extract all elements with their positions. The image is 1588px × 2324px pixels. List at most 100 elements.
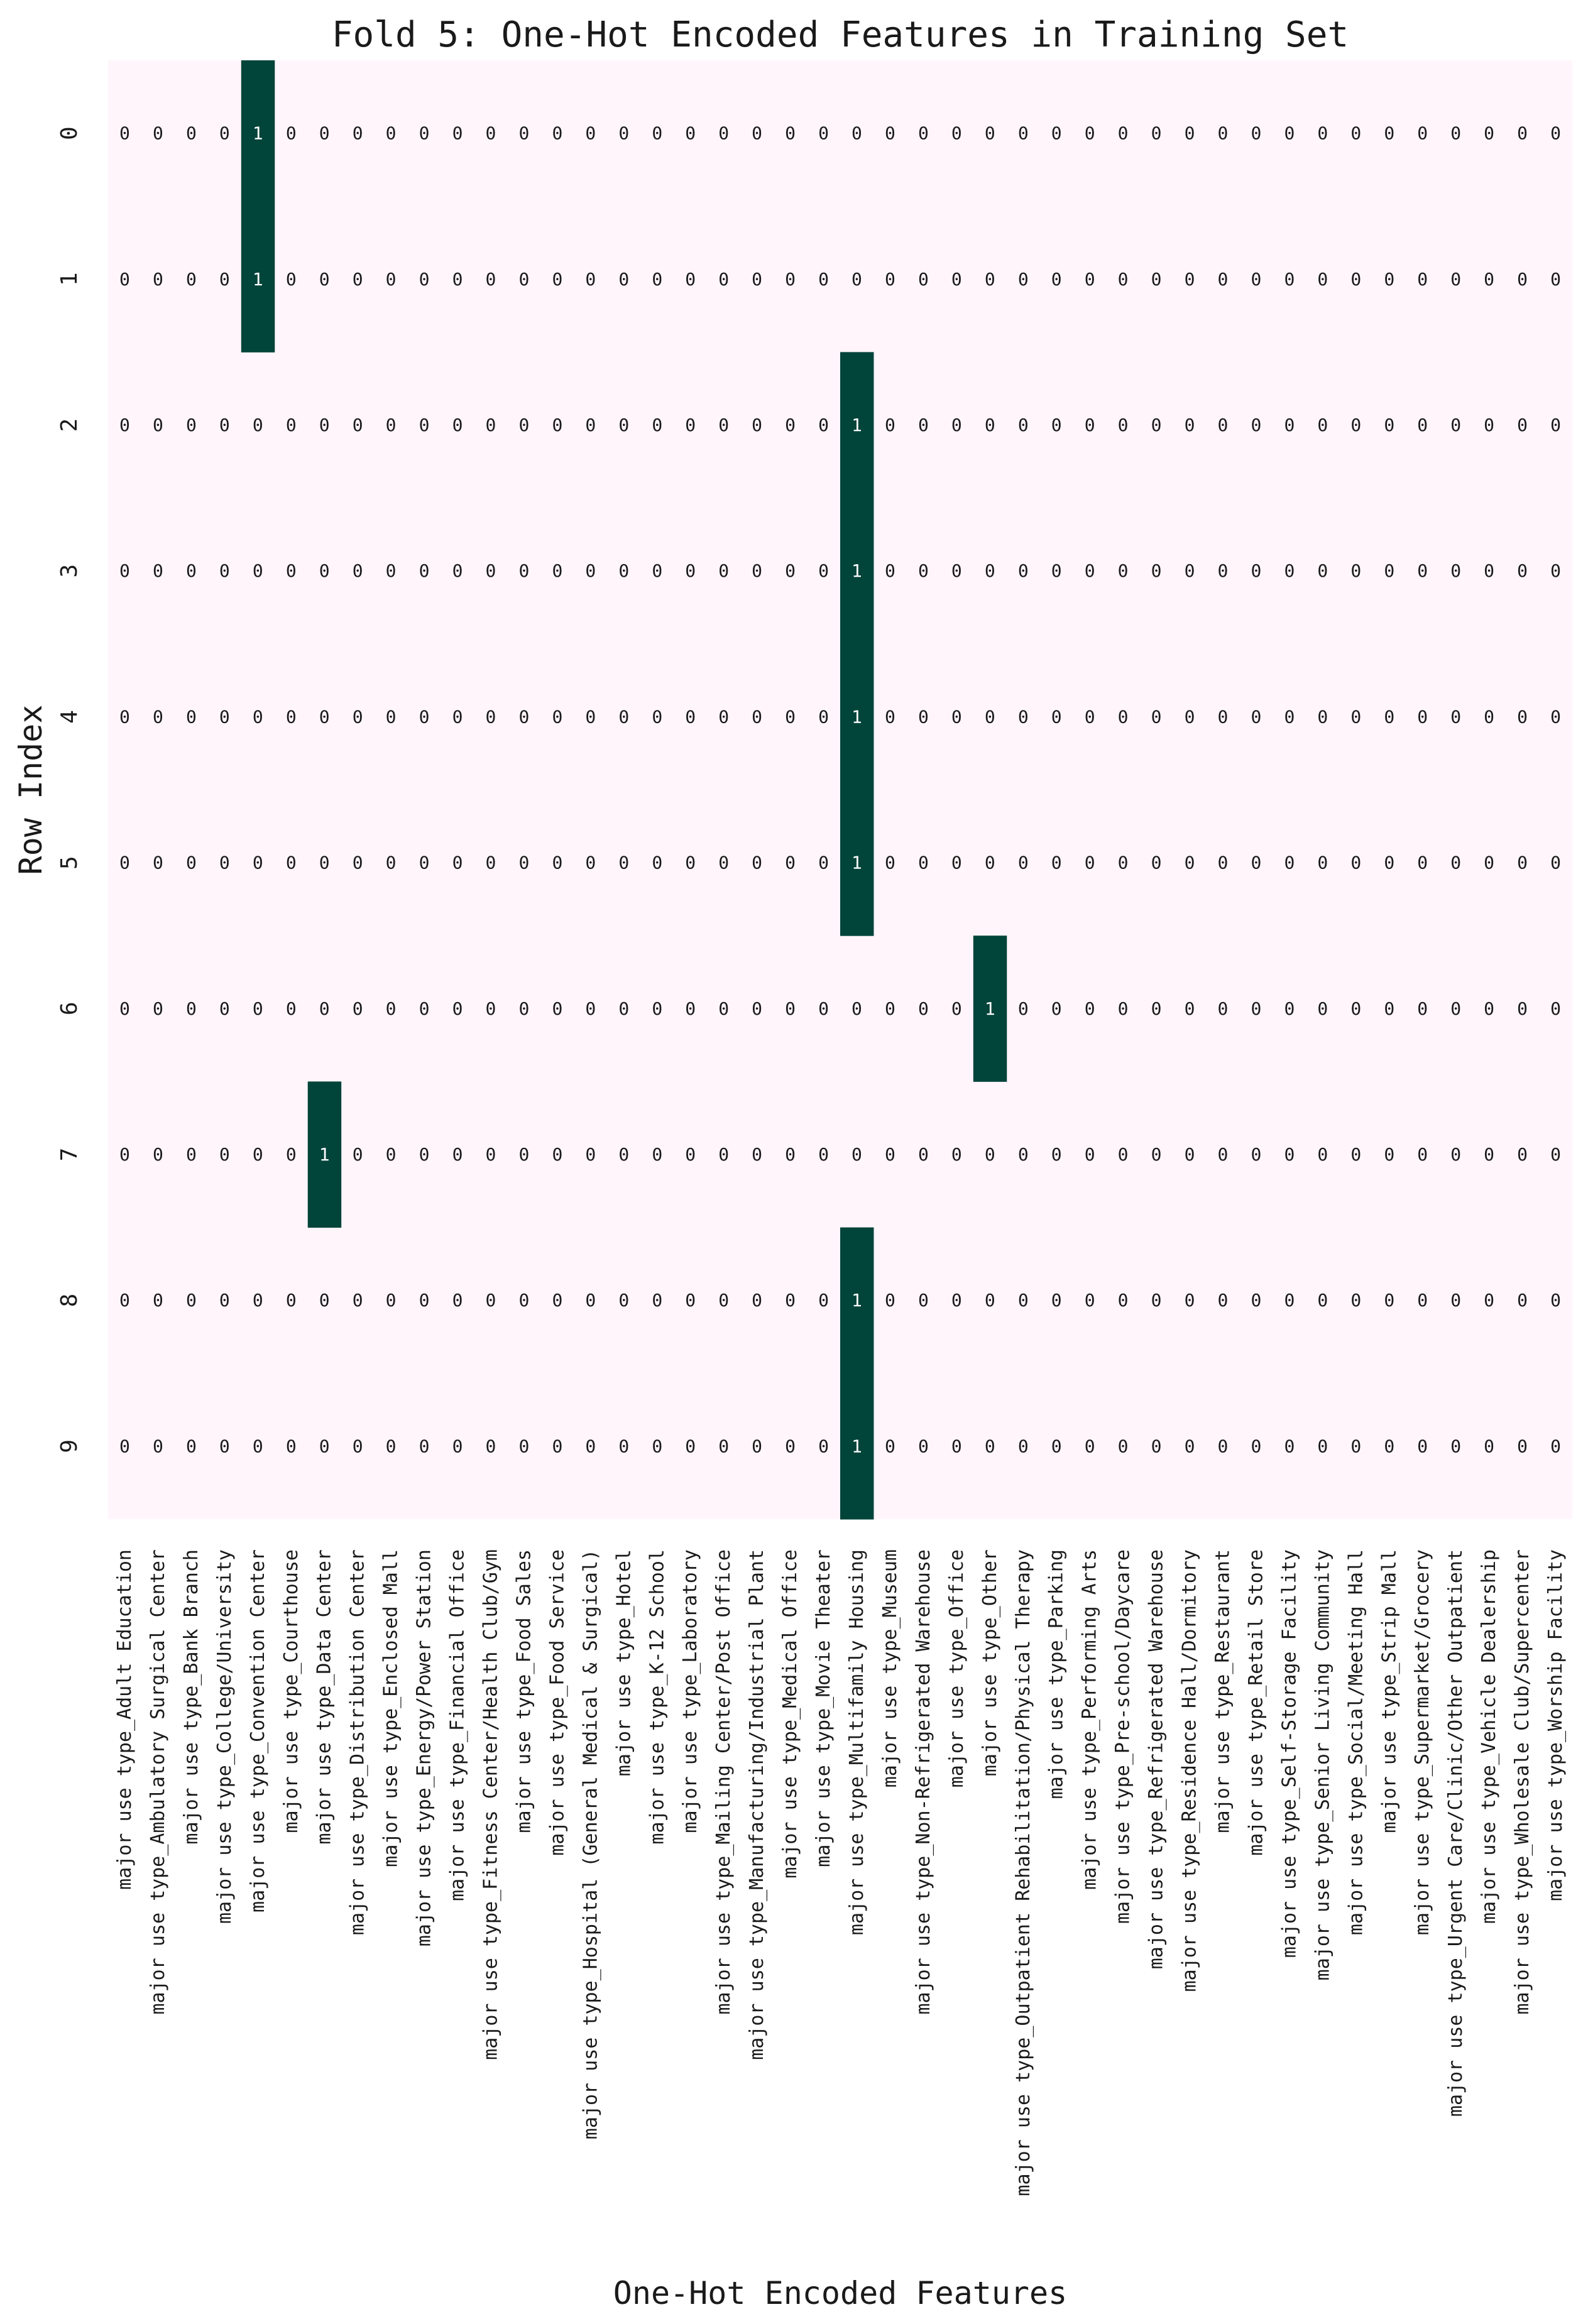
cell-value-label: 0: [253, 1144, 263, 1165]
heatmap-cell-one: [241, 60, 275, 207]
cell-value-label: 0: [652, 123, 662, 144]
x-tick-label: major use type_Refrigerated Warehouse: [1146, 1549, 1168, 1969]
cell-value-label: 0: [286, 1290, 297, 1311]
cell-value-label: 0: [1484, 998, 1494, 1019]
cell-value-label: 0: [186, 269, 197, 290]
y-tick-label: 3: [57, 564, 82, 578]
cell-value-label: 0: [119, 1144, 130, 1165]
cell-value-label: 0: [1384, 853, 1394, 873]
cell-value-label: 0: [452, 706, 463, 727]
y-tick-label: 6: [57, 1001, 82, 1015]
cell-value-label: 0: [1517, 269, 1528, 290]
cell-value-label: 0: [353, 269, 363, 290]
cell-value-label: 0: [1284, 415, 1295, 435]
cell-value-label: 0: [1151, 998, 1162, 1019]
cell-value-label: 0: [1118, 1436, 1129, 1456]
cell-value-label: 0: [552, 1290, 562, 1311]
cell-value-label: 0: [1185, 560, 1195, 581]
cell-value-label: 0: [219, 269, 230, 290]
cell-value-label: 0: [219, 1144, 230, 1165]
cell-value-label: 0: [153, 706, 163, 727]
cell-value-label: 0: [618, 706, 629, 727]
cell-value-label: 0: [253, 1436, 263, 1456]
cell-value-label: 0: [985, 1290, 995, 1311]
cell-value-label: 0: [1185, 1436, 1195, 1456]
cell-value-label: 0: [1085, 998, 1095, 1019]
cell-value-label: 0: [1384, 1144, 1394, 1165]
cell-value-label: 0: [1517, 123, 1528, 144]
y-tick-label: 5: [57, 856, 82, 870]
cell-value-label: 0: [419, 269, 430, 290]
cell-value-label: 0: [119, 998, 130, 1019]
cell-value-label: 0: [1118, 853, 1129, 873]
x-tick-label: major use type_Energy/Power Station: [413, 1549, 435, 1946]
cell-value-label: 0: [685, 123, 696, 144]
cell-value-label: 0: [785, 123, 796, 144]
cell-value-label: 0: [1284, 998, 1295, 1019]
cell-value-label: 0: [286, 269, 297, 290]
cell-value-label: 0: [419, 853, 430, 873]
cell-value-label: 0: [1118, 998, 1129, 1019]
cell-value-label: 0: [219, 1436, 230, 1456]
cell-value-label: 0: [1085, 415, 1095, 435]
x-tick-label: major use type_Non-Refrigerated Warehous…: [912, 1549, 934, 2015]
cell-value-label: 0: [286, 706, 297, 727]
cell-value-label: 0: [1251, 853, 1262, 873]
cell-value-label: 0: [353, 706, 363, 727]
cell-value-label: 0: [1018, 853, 1029, 873]
cell-value-label: 0: [186, 706, 197, 727]
x-tick-label: major use type_Hotel: [613, 1549, 635, 1776]
cell-value-label: 0: [119, 1290, 130, 1311]
cell-value-label: 0: [386, 1436, 397, 1456]
cell-value-label: 0: [918, 415, 929, 435]
cell-value-label: 0: [918, 123, 929, 144]
y-tick-label: 7: [57, 1148, 82, 1162]
cell-value-label: 0: [286, 998, 297, 1019]
cell-value-label: 0: [1118, 269, 1129, 290]
cell-value-label: 0: [752, 415, 762, 435]
cell-value-label: 0: [253, 706, 263, 727]
cell-value-label: 0: [985, 853, 995, 873]
cell-value-label: 0: [452, 123, 463, 144]
cell-value-label: 0: [1350, 998, 1361, 1019]
cell-value-label: 0: [486, 560, 496, 581]
y-tick-label: 1: [57, 272, 82, 286]
cell-value-label: 0: [618, 1290, 629, 1311]
cell-value-label: 0: [1317, 123, 1328, 144]
cell-value-label: 0: [153, 998, 163, 1019]
cell-value-label: 0: [785, 998, 796, 1019]
cell-value-label: 0: [386, 706, 397, 727]
cell-value-label: 0: [386, 853, 397, 873]
cell-value-label: 0: [752, 123, 762, 144]
cell-value-label: 0: [718, 706, 729, 727]
cell-value-label: 0: [818, 269, 829, 290]
x-tick-label: major use type_Courthouse: [280, 1549, 302, 1833]
cell-value-label: 0: [1151, 1144, 1162, 1165]
cell-value-label: 0: [319, 269, 330, 290]
cell-value-label: 0: [519, 1436, 530, 1456]
cell-value-label: 0: [985, 415, 995, 435]
cell-value-label: 0: [186, 123, 197, 144]
cell-value-label: 0: [752, 1290, 762, 1311]
cell-value-label: 1: [985, 998, 995, 1019]
cell-value-label: 0: [1484, 415, 1494, 435]
cell-value-label: 0: [519, 123, 530, 144]
cell-value-label: 0: [419, 123, 430, 144]
cell-value-label: 0: [1317, 853, 1328, 873]
cell-value-label: 0: [951, 560, 962, 581]
cell-value-label: 0: [1550, 269, 1561, 290]
cell-value-label: 0: [153, 415, 163, 435]
cell-value-label: 0: [1417, 1144, 1428, 1165]
cell-value-label: 0: [1018, 1290, 1029, 1311]
x-tick-label: major use type_Bank Branch: [180, 1549, 202, 1845]
y-tick-label: 0: [57, 126, 82, 140]
cell-value-label: 0: [386, 560, 397, 581]
cell-value-label: 0: [1517, 706, 1528, 727]
cell-value-label: 0: [486, 706, 496, 727]
x-tick-label: major use type_Performing Arts: [1079, 1549, 1101, 1890]
x-tick-label: major use type_Outpatient Rehabilitation…: [1012, 1549, 1034, 2196]
cell-value-label: 0: [1284, 706, 1295, 727]
cell-value-label: 0: [1384, 1290, 1394, 1311]
cell-value-label: 0: [951, 1290, 962, 1311]
cell-value-label: 0: [585, 998, 596, 1019]
